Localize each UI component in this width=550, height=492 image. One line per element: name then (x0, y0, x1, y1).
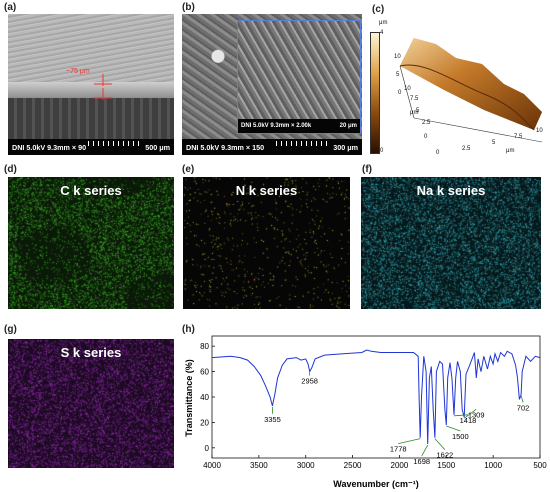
afm-colorbar-top: 4 (380, 30, 384, 36)
panel-b-inset: DNI 5.0kV 9.3mm × 2.00k 20 μm (237, 20, 361, 134)
afm-y-tick-10: 10 (404, 86, 411, 92)
panel-a-label: (a) (4, 2, 17, 13)
afm-x-tick-5: 5 (492, 140, 496, 146)
y-tick-label: 0 (205, 444, 210, 453)
film-layer (8, 82, 174, 98)
x-tick-label: 1500 (437, 461, 455, 470)
afm-y-tick-0: 0 (424, 134, 428, 140)
map-nitrogen: N k series (183, 177, 350, 309)
map-sulfur-pixels (8, 339, 174, 468)
peak-marker-arrow (453, 414, 468, 417)
peak-label: 1622 (437, 451, 454, 460)
peak-label: 1418 (460, 416, 477, 425)
afm-x-unit: μm (506, 148, 515, 154)
afm-x-tick-7.5: 7.5 (514, 134, 523, 140)
map-sodium: Na k series (361, 177, 541, 309)
x-tick-label: 4000 (203, 461, 221, 470)
panel-b-surface-image: DNI 5.0kV 9.3mm × 2.00k 20 μm DNI 5.0kV … (182, 14, 362, 155)
peak-label: 1309 (468, 410, 485, 419)
panel-d-label: (d) (4, 164, 17, 175)
panel-a-scale-ticks (88, 141, 140, 146)
peak-marker-arrow (398, 438, 421, 445)
y-tick-label: 80 (200, 342, 209, 351)
x-tick-label: 2000 (391, 461, 409, 470)
panel-c-label: (c) (372, 4, 385, 15)
ftir-plot-frame (211, 335, 541, 459)
ftir-x-axis-label: Wavenumber (cm⁻¹) (333, 479, 418, 489)
panel-b-label: (b) (182, 2, 195, 13)
panel-b-inset-scale-label: 20 μm (339, 123, 357, 129)
panel-a-scale-label: 500 μm (145, 143, 170, 152)
afm-x-tick-10: 10 (536, 128, 543, 134)
peak-marker-arrow (463, 409, 477, 419)
panel-b-acquisition-info: DNI 5.0kV 9.3mm × 150 (186, 143, 265, 152)
panel-a-acquisition-info: DNI 5.0kV 9.3mm × 90 (12, 143, 87, 152)
peak-label: 2958 (301, 377, 318, 386)
y-tick-label: 40 (200, 393, 209, 402)
afm-y-tick-2.5: 2.5 (422, 120, 431, 126)
peak-label: 3355 (264, 415, 281, 424)
x-tick-label: 500 (533, 461, 547, 470)
panel-f-label: (f) (362, 164, 372, 175)
afm-y-tick-5: 5 (416, 108, 420, 114)
ftir-y-axis-label: Transmittance (%) (184, 359, 194, 437)
panel-b-scale-ticks (276, 141, 328, 146)
map-carbon: C k series (8, 177, 174, 309)
map-sulfur: S k series (8, 339, 174, 468)
peak-label: 1778 (390, 445, 407, 454)
afm-x-tick-2.5: 2.5 (462, 146, 471, 152)
map-nitrogen-title: N k series (235, 183, 298, 198)
thickness-arrow (94, 74, 112, 100)
afm-z-tick-5: 5 (396, 72, 400, 78)
thickness-annotation: ~75 μm (66, 68, 90, 75)
afm-z-tick-0: 0 (398, 90, 402, 96)
x-tick-label: 3000 (297, 461, 315, 470)
ftir-chart: Transmittance (%) Wavenumber (cm⁻¹) 4000… (184, 335, 547, 489)
map-carbon-title: C k series (60, 183, 122, 198)
x-tick-label: 3500 (250, 461, 268, 470)
panel-b-scale-label: 300 μm (333, 143, 358, 152)
panel-e-label: (e) (182, 164, 195, 175)
y-tick-label: 60 (200, 368, 209, 377)
afm-3d-surface (399, 38, 543, 143)
afm-y-unit: μm (410, 110, 419, 116)
peak-marker-arrow (421, 444, 429, 457)
panel-g-label: (g) (4, 324, 17, 335)
y-tick-label: 20 (200, 418, 209, 427)
peak-label: 702 (517, 403, 530, 412)
peak-marker-arrow (520, 395, 524, 403)
x-tick-label: 1000 (484, 461, 502, 470)
afm-colorbar-unit: μm (379, 20, 388, 26)
panel-h-label: (h) (182, 324, 195, 335)
map-sodium-pixels (361, 177, 541, 309)
map-nitrogen-pixels (183, 177, 350, 309)
x-tick-label: 2500 (344, 461, 362, 470)
panel-c-afm: μm 4 0 10 5 0 0 2.5 5 7.5 10 μm 0 2.5 5 … (364, 14, 548, 160)
afm-z-tick-10: 10 (394, 54, 401, 60)
panel-a-cross-section-image: ~75 μm DNI 5.0kV 9.3mm × 90 500 μm (8, 14, 174, 155)
map-sodium-title: Na k series (416, 183, 486, 198)
peak-label: 1698 (413, 457, 430, 466)
peak-marker-arrow (434, 438, 446, 450)
map-carbon-pixels (8, 177, 174, 309)
ftir-spectrum-line (211, 349, 541, 445)
panel-a-info-bar: DNI 5.0kV 9.3mm × 90 500 μm (8, 139, 174, 155)
afm-colorbar (370, 32, 380, 154)
afm-x-tick-0: 0 (436, 150, 440, 156)
map-sulfur-title: S k series (60, 345, 122, 360)
panel-b-inset-info-bar: DNI 5.0kV 9.3mm × 2.00k 20 μm (238, 119, 360, 133)
peak-label: 1500 (452, 432, 469, 441)
panel-b-inset-acquisition-info: DNI 5.0kV 9.3mm × 2.00k (241, 123, 312, 129)
panel-b-info-bar: DNI 5.0kV 9.3mm × 150 300 μm (182, 139, 362, 155)
afm-y-tick-7.5: 7.5 (410, 96, 419, 102)
peak-marker-arrow (446, 425, 461, 432)
substrate-layer (8, 98, 174, 139)
afm-colorbar-bottom: 0 (380, 148, 384, 154)
